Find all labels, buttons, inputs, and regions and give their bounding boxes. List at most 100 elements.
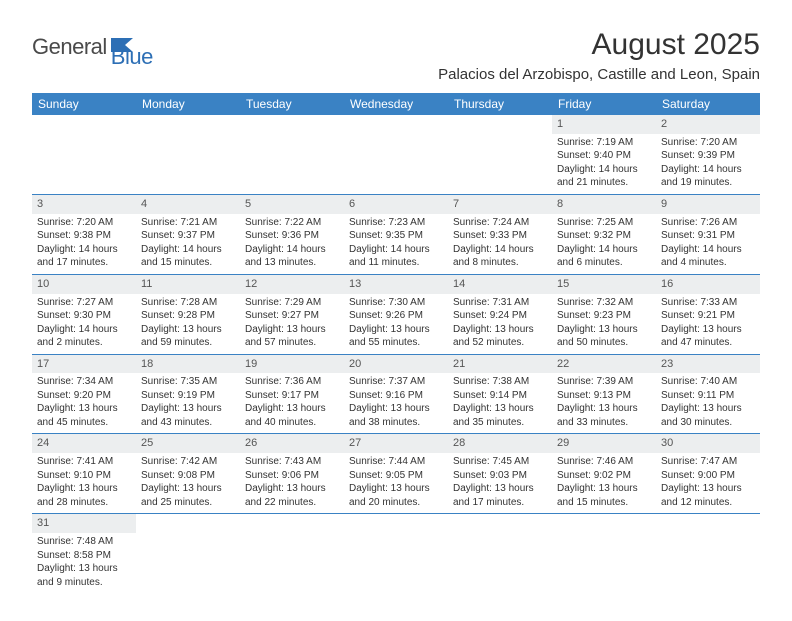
day-line: Daylight: 13 hours xyxy=(37,562,131,576)
day-line: Daylight: 13 hours xyxy=(245,482,339,496)
day-line: Sunrise: 7:25 AM xyxy=(557,216,651,230)
day-line: Daylight: 14 hours xyxy=(349,243,443,257)
day-line: Sunset: 9:23 PM xyxy=(557,309,651,323)
day-line: Sunrise: 7:24 AM xyxy=(453,216,547,230)
day-line: Sunrise: 7:48 AM xyxy=(37,535,131,549)
day-number: 9 xyxy=(656,195,760,214)
day-line: Sunrise: 7:35 AM xyxy=(141,375,235,389)
day-number: 8 xyxy=(552,195,656,214)
day-line: and 6 minutes. xyxy=(557,256,651,270)
day-number: 2 xyxy=(656,115,760,134)
day-line: and 35 minutes. xyxy=(453,416,547,430)
calendar-cell: 23Sunrise: 7:40 AMSunset: 9:11 PMDayligh… xyxy=(656,354,760,434)
day-line: Sunset: 9:24 PM xyxy=(453,309,547,323)
weekday-header: Saturday xyxy=(656,93,760,115)
day-line: Daylight: 13 hours xyxy=(557,482,651,496)
day-line: Sunrise: 7:39 AM xyxy=(557,375,651,389)
day-line: and 20 minutes. xyxy=(349,496,443,510)
day-line: Sunset: 9:30 PM xyxy=(37,309,131,323)
calendar-cell: 18Sunrise: 7:35 AMSunset: 9:19 PMDayligh… xyxy=(136,354,240,434)
calendar-row: 3Sunrise: 7:20 AMSunset: 9:38 PMDaylight… xyxy=(32,194,760,274)
day-number: 31 xyxy=(32,514,136,533)
day-detail: Sunrise: 7:27 AMSunset: 9:30 PMDaylight:… xyxy=(32,294,136,354)
calendar-cell xyxy=(32,115,136,194)
day-line: Sunset: 9:02 PM xyxy=(557,469,651,483)
day-number: 21 xyxy=(448,355,552,374)
day-number: 16 xyxy=(656,275,760,294)
day-line: Sunset: 9:06 PM xyxy=(245,469,339,483)
day-line: and 21 minutes. xyxy=(557,176,651,190)
calendar-cell xyxy=(240,115,344,194)
calendar-row: 24Sunrise: 7:41 AMSunset: 9:10 PMDayligh… xyxy=(32,434,760,514)
calendar-cell: 4Sunrise: 7:21 AMSunset: 9:37 PMDaylight… xyxy=(136,194,240,274)
day-line: Daylight: 14 hours xyxy=(37,323,131,337)
day-detail: Sunrise: 7:39 AMSunset: 9:13 PMDaylight:… xyxy=(552,373,656,433)
calendar-table: SundayMondayTuesdayWednesdayThursdayFrid… xyxy=(32,93,760,593)
calendar-cell: 28Sunrise: 7:45 AMSunset: 9:03 PMDayligh… xyxy=(448,434,552,514)
day-line: Daylight: 13 hours xyxy=(453,402,547,416)
day-detail: Sunrise: 7:43 AMSunset: 9:06 PMDaylight:… xyxy=(240,453,344,513)
day-line: Sunset: 9:26 PM xyxy=(349,309,443,323)
day-detail: Sunrise: 7:25 AMSunset: 9:32 PMDaylight:… xyxy=(552,214,656,274)
day-line: Daylight: 13 hours xyxy=(661,323,755,337)
day-line: Daylight: 13 hours xyxy=(453,482,547,496)
day-line: Sunset: 9:20 PM xyxy=(37,389,131,403)
day-line: Sunset: 9:27 PM xyxy=(245,309,339,323)
weekday-header: Sunday xyxy=(32,93,136,115)
day-line: and 17 minutes. xyxy=(453,496,547,510)
calendar-cell: 13Sunrise: 7:30 AMSunset: 9:26 PMDayligh… xyxy=(344,274,448,354)
day-line: Sunrise: 7:46 AM xyxy=(557,455,651,469)
calendar-cell: 6Sunrise: 7:23 AMSunset: 9:35 PMDaylight… xyxy=(344,194,448,274)
day-line: Sunset: 9:36 PM xyxy=(245,229,339,243)
day-line: Sunset: 9:35 PM xyxy=(349,229,443,243)
day-number: 23 xyxy=(656,355,760,374)
day-detail: Sunrise: 7:45 AMSunset: 9:03 PMDaylight:… xyxy=(448,453,552,513)
day-number: 20 xyxy=(344,355,448,374)
day-line: Sunrise: 7:41 AM xyxy=(37,455,131,469)
calendar-cell: 29Sunrise: 7:46 AMSunset: 9:02 PMDayligh… xyxy=(552,434,656,514)
day-line: Sunrise: 7:43 AM xyxy=(245,455,339,469)
day-line: Sunset: 9:16 PM xyxy=(349,389,443,403)
day-line: Sunset: 9:31 PM xyxy=(661,229,755,243)
day-line: Sunset: 9:28 PM xyxy=(141,309,235,323)
day-number: 11 xyxy=(136,275,240,294)
day-line: and 59 minutes. xyxy=(141,336,235,350)
day-detail: Sunrise: 7:29 AMSunset: 9:27 PMDaylight:… xyxy=(240,294,344,354)
day-line: and 28 minutes. xyxy=(37,496,131,510)
day-detail: Sunrise: 7:20 AMSunset: 9:39 PMDaylight:… xyxy=(656,134,760,194)
calendar-cell: 3Sunrise: 7:20 AMSunset: 9:38 PMDaylight… xyxy=(32,194,136,274)
day-line: Daylight: 13 hours xyxy=(37,482,131,496)
month-title: August 2025 xyxy=(438,28,760,62)
day-detail: Sunrise: 7:24 AMSunset: 9:33 PMDaylight:… xyxy=(448,214,552,274)
day-number: 25 xyxy=(136,434,240,453)
day-line: Sunrise: 7:20 AM xyxy=(661,136,755,150)
logo-text-general: General xyxy=(32,34,107,60)
day-line: and 50 minutes. xyxy=(557,336,651,350)
day-detail: Sunrise: 7:37 AMSunset: 9:16 PMDaylight:… xyxy=(344,373,448,433)
day-line: Sunset: 9:17 PM xyxy=(245,389,339,403)
weekday-header: Friday xyxy=(552,93,656,115)
day-line: and 11 minutes. xyxy=(349,256,443,270)
day-line: and 15 minutes. xyxy=(141,256,235,270)
calendar-body: 1Sunrise: 7:19 AMSunset: 9:40 PMDaylight… xyxy=(32,115,760,593)
day-detail: Sunrise: 7:42 AMSunset: 9:08 PMDaylight:… xyxy=(136,453,240,513)
day-line: Daylight: 13 hours xyxy=(141,323,235,337)
calendar-cell: 5Sunrise: 7:22 AMSunset: 9:36 PMDaylight… xyxy=(240,194,344,274)
day-line: Sunrise: 7:40 AM xyxy=(661,375,755,389)
day-line: and 45 minutes. xyxy=(37,416,131,430)
calendar-cell: 26Sunrise: 7:43 AMSunset: 9:06 PMDayligh… xyxy=(240,434,344,514)
calendar-row: 10Sunrise: 7:27 AMSunset: 9:30 PMDayligh… xyxy=(32,274,760,354)
day-number: 15 xyxy=(552,275,656,294)
calendar-cell xyxy=(448,115,552,194)
calendar-cell xyxy=(656,514,760,593)
day-detail: Sunrise: 7:19 AMSunset: 9:40 PMDaylight:… xyxy=(552,134,656,194)
day-detail: Sunrise: 7:48 AMSunset: 8:58 PMDaylight:… xyxy=(32,533,136,593)
day-number: 17 xyxy=(32,355,136,374)
calendar-cell: 8Sunrise: 7:25 AMSunset: 9:32 PMDaylight… xyxy=(552,194,656,274)
calendar-cell xyxy=(136,514,240,593)
day-detail: Sunrise: 7:22 AMSunset: 9:36 PMDaylight:… xyxy=(240,214,344,274)
calendar-cell: 31Sunrise: 7:48 AMSunset: 8:58 PMDayligh… xyxy=(32,514,136,593)
day-line: Sunrise: 7:42 AM xyxy=(141,455,235,469)
day-line: Daylight: 14 hours xyxy=(661,243,755,257)
day-line: Sunrise: 7:31 AM xyxy=(453,296,547,310)
